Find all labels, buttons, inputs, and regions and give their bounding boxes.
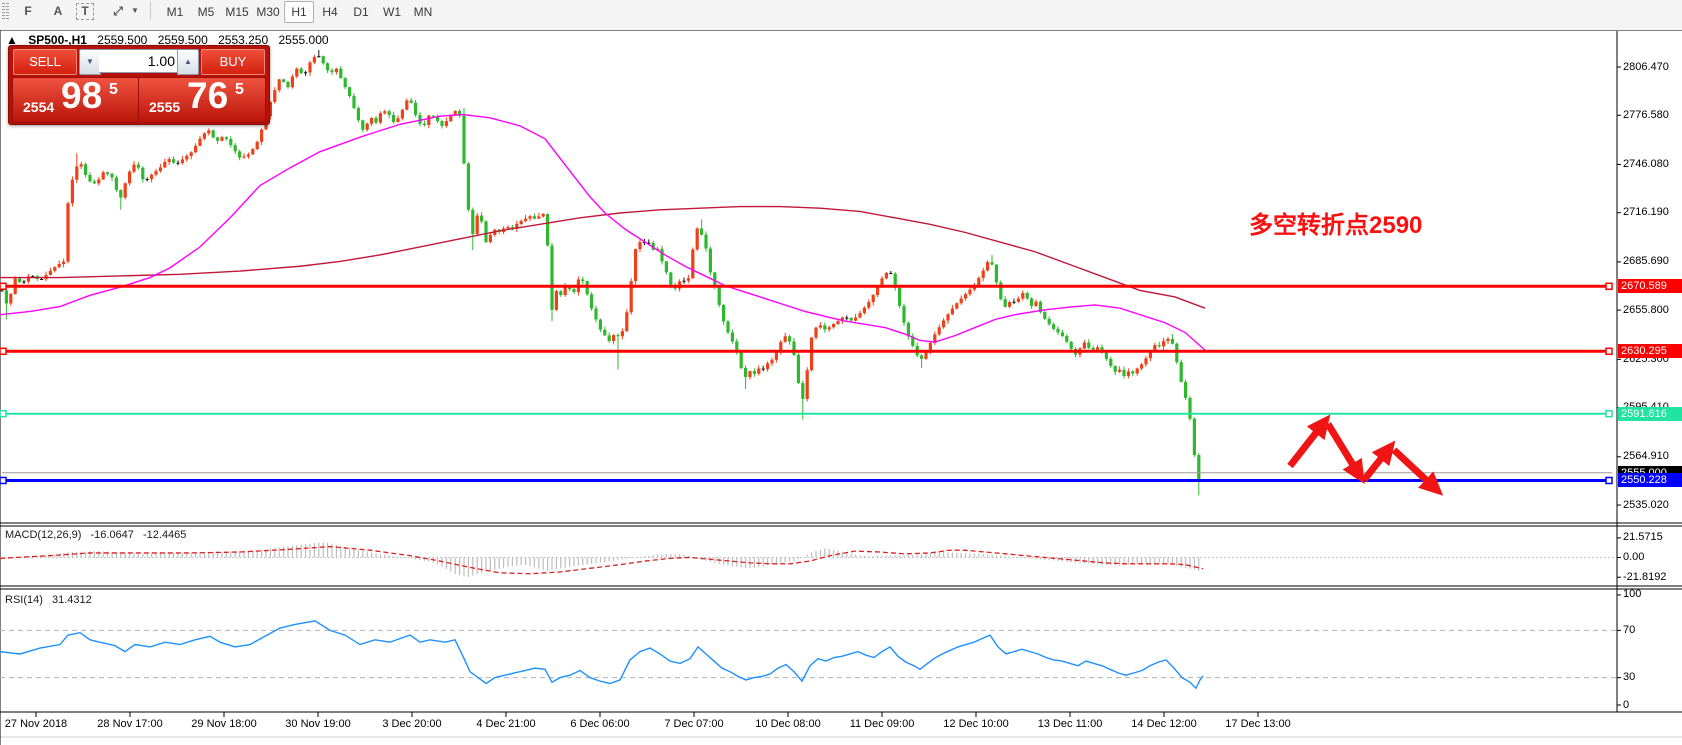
time-tick-label: 28 Nov 17:00: [97, 718, 163, 730]
time-tick-label: 3 Dec 20:00: [382, 718, 442, 730]
arrows-tool-icon[interactable]: ⤢: [113, 4, 123, 18]
timeframe-button-m30[interactable]: M30: [256, 5, 280, 19]
time-tick-label: 7 Dec 07:00: [664, 718, 724, 730]
hline-price-label: 2630.295: [1618, 344, 1682, 359]
time-tick-label: 13 Dec 11:00: [1037, 718, 1103, 730]
chart-title-row: ▲ SP500-,H1 2559.500 2559.500 2553.250 2…: [6, 33, 336, 47]
ohlc-low: 2553.250: [218, 33, 269, 47]
arrows-tool-dropdown-icon[interactable]: ▼: [131, 6, 139, 15]
ma-slow-line: [0, 205, 1206, 309]
time-tick-label: 4 Dec 21:00: [476, 718, 536, 730]
indicator-tick: 30: [1623, 671, 1636, 684]
ask-price-pip: 5: [235, 81, 244, 98]
volume-increase-button[interactable]: ▲: [177, 49, 199, 75]
price-tick: 2564.910: [1623, 450, 1669, 463]
macd-value-main: -16.0647: [90, 529, 134, 541]
price-tick: 2776.580: [1623, 108, 1669, 121]
indicator-tick: 70: [1623, 623, 1636, 636]
timeframe-button-w1[interactable]: W1: [383, 5, 401, 19]
sell-button[interactable]: SELL: [13, 49, 77, 75]
toolbar: F A T ⤢ ▼ M1 M5 M15 M30 H1 H4 D1 W1 MN: [0, 0, 1682, 30]
indicator-tick: 0.00: [1623, 550, 1645, 563]
ask-price-main: 76: [187, 75, 229, 116]
ma-fast-line: [0, 113, 1206, 351]
indicator-tick: 0: [1623, 698, 1630, 711]
ask-price-tile[interactable]: 2555 76 5: [138, 75, 266, 123]
time-tick-label: 11 Dec 09:00: [849, 718, 915, 730]
volume-decrease-button[interactable]: ▼: [79, 49, 101, 75]
rsi-value: 31.4312: [51, 594, 92, 606]
rsi-label-row: RSI(14) 31.4312: [5, 594, 98, 606]
chart-annotation-text: 多空转折点2590: [1249, 212, 1423, 239]
indicator-tick: 21.5715: [1623, 531, 1663, 544]
time-tick-label: 29 Nov 18:00: [191, 718, 257, 730]
timeframe-button-mn[interactable]: MN: [413, 5, 433, 19]
price-tick: 2716.190: [1623, 206, 1669, 219]
ask-price-prefix: 2555: [149, 99, 181, 115]
ohlc-close: 2555.000: [278, 33, 329, 47]
time-tick-label: 12 Dec 10:00: [943, 718, 1009, 730]
fibonacci-tool-icon[interactable]: F: [24, 4, 32, 18]
indicator-tick: -21.8192: [1623, 570, 1667, 583]
toolbar-separator: [150, 2, 151, 20]
macd-label-row: MACD(12,26,9) -16.0647 -12.4465: [5, 529, 192, 541]
toolbar-grip[interactable]: [2, 3, 10, 20]
price-tick: 2655.800: [1623, 303, 1669, 316]
hline-price-label: 2670.589: [1618, 279, 1682, 294]
price-tick: 2746.080: [1623, 157, 1669, 170]
text-label-tool-icon[interactable]: A: [53, 4, 63, 18]
time-tick-label: 6 Dec 06:00: [570, 718, 630, 730]
bid-price-tile[interactable]: 2554 98 5: [12, 75, 140, 123]
hline-price-label: 2591.616: [1618, 406, 1682, 421]
time-tick-label: 27 Nov 2018: [4, 718, 68, 730]
price-tick: 2685.690: [1623, 255, 1669, 268]
bid-price-main: 98: [61, 75, 103, 116]
timeframe-button-h1[interactable]: H1: [284, 1, 314, 23]
macd-name: MACD(12,26,9): [5, 529, 82, 541]
rsi-name: RSI(14): [5, 594, 43, 606]
timeframe-button-m1[interactable]: M1: [166, 5, 184, 19]
price-tick: 2535.020: [1623, 498, 1669, 511]
timeframe-button-m5[interactable]: M5: [197, 5, 215, 19]
hline-price-label: 2550.228: [1618, 473, 1682, 488]
ohlc-high: 2559.500: [157, 33, 208, 47]
macd-layer: [0, 542, 1616, 577]
text-tool-icon[interactable]: T: [76, 3, 94, 20]
one-click-trading-panel: SELL ▼ ▲ BUY 2554 98 5 2555 76 5: [8, 45, 270, 125]
price-tick: 2806.470: [1623, 60, 1669, 73]
buy-button[interactable]: BUY: [201, 49, 265, 75]
symbol-timeframe: SP500-,H1: [28, 33, 87, 47]
time-tick-label: 17 Dec 13:00: [1225, 718, 1291, 730]
forecast-arrows-layer: [1287, 414, 1444, 496]
bid-price-pip: 5: [109, 81, 118, 98]
time-tick-label: 14 Dec 12:00: [1131, 718, 1197, 730]
timeframe-button-d1[interactable]: D1: [353, 5, 369, 19]
timeframe-button-m15[interactable]: M15: [225, 5, 249, 19]
collapse-marker-icon[interactable]: ▲: [6, 33, 18, 47]
indicator-tick: 100: [1623, 588, 1642, 601]
time-tick-label: 30 Nov 19:00: [285, 718, 351, 730]
timeframe-button-h4[interactable]: H4: [322, 5, 338, 19]
rsi-layer: [0, 620, 1616, 690]
bid-price-prefix: 2554: [23, 99, 55, 115]
ohlc-open: 2559.500: [97, 33, 148, 47]
time-tick-label: 10 Dec 08:00: [755, 718, 821, 730]
macd-value-signal: -12.4465: [142, 529, 187, 541]
volume-input[interactable]: [99, 49, 179, 73]
